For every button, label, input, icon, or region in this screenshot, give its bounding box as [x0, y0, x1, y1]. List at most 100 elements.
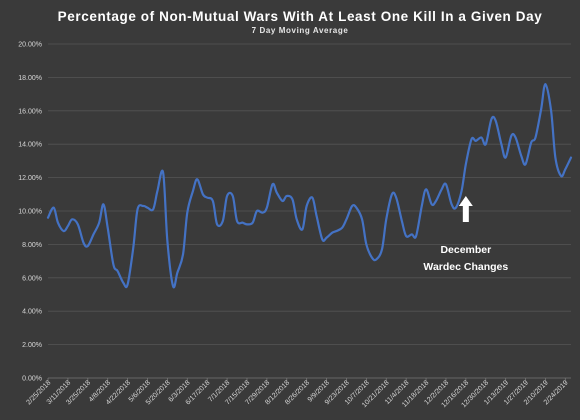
- data-point: [385, 218, 387, 220]
- data-point: [132, 247, 134, 249]
- data-point: [570, 156, 572, 159]
- data-point: [544, 83, 547, 85]
- data-point: [182, 253, 184, 256]
- data-point: [560, 175, 562, 177]
- data-point: [112, 263, 114, 266]
- series-line: [46, 82, 573, 289]
- data-point: [365, 243, 367, 245]
- data-point: [534, 136, 537, 139]
- data-point: [301, 228, 303, 230]
- annotation-line-1: December: [440, 244, 491, 256]
- y-tick-label: 20.00%: [18, 42, 42, 49]
- data-point: [505, 156, 507, 159]
- data-point: [316, 215, 318, 217]
- y-tick-label: 8.00%: [22, 242, 42, 249]
- data-point: [401, 220, 403, 222]
- data-point: [276, 192, 278, 194]
- data-point: [172, 285, 174, 287]
- data-point: [345, 218, 348, 220]
- data-point: [232, 195, 234, 197]
- y-tick-label: 6.00%: [22, 275, 42, 282]
- data-point: [331, 232, 333, 234]
- data-point: [212, 200, 214, 202]
- series-layer: [46, 82, 573, 289]
- data-point: [451, 203, 453, 205]
- data-point: [306, 205, 308, 207]
- data-point: [246, 223, 248, 225]
- data-point: [524, 163, 527, 165]
- data-point: [142, 205, 144, 207]
- data-point: [57, 222, 59, 224]
- y-axis-ticks: 0.00% 2.00% 4.00% 6.00% 8.00% 10.00% 12.00% 14.…: [18, 42, 42, 383]
- data-point: [196, 178, 198, 180]
- data-point: [82, 242, 85, 244]
- data-point: [395, 197, 397, 199]
- y-tick-label: 10.00%: [18, 209, 42, 216]
- chart-subtitle: 7 Day Moving Average: [252, 26, 349, 35]
- data-point: [271, 183, 274, 185]
- data-point: [495, 120, 497, 122]
- data-point: [411, 233, 413, 235]
- data-point: [435, 200, 437, 202]
- data-point: [102, 203, 105, 205]
- data-point: [98, 222, 100, 224]
- data-point: [321, 238, 323, 240]
- data-point: [266, 207, 268, 209]
- data-point: [355, 207, 357, 209]
- data-point: [465, 163, 467, 165]
- data-point: [262, 212, 264, 214]
- y-tick-label: 12.00%: [18, 175, 42, 182]
- data-point: [146, 207, 149, 209]
- data-point: [63, 230, 65, 232]
- data-point: [485, 143, 487, 145]
- data-point: [564, 168, 566, 170]
- data-point: [490, 118, 493, 120]
- y-tick-label: 0.00%: [22, 376, 42, 383]
- data-point: [77, 223, 79, 225]
- data-point: [87, 245, 89, 247]
- data-point: [186, 212, 188, 214]
- annotation-arrow: [458, 196, 473, 222]
- data-point: [381, 248, 383, 251]
- data-point: [252, 222, 254, 224]
- y-tick-label: 16.00%: [18, 108, 42, 115]
- data-point: [136, 208, 139, 210]
- data-point: [311, 197, 313, 199]
- data-point: [176, 272, 178, 274]
- data-point: [126, 283, 129, 286]
- data-point: [554, 156, 556, 159]
- data-point: [441, 188, 443, 190]
- data-point: [540, 108, 542, 110]
- annotation: December Wardec Changes: [423, 196, 508, 273]
- data-point: [375, 258, 377, 261]
- data-point: [415, 235, 417, 237]
- data-point: [405, 235, 407, 237]
- data-point: [351, 205, 353, 207]
- data-point: [107, 227, 109, 229]
- data-point: [475, 140, 477, 142]
- data-point: [226, 195, 228, 197]
- data-point: [236, 220, 238, 222]
- data-point: [445, 183, 447, 185]
- data-point: [455, 207, 457, 209]
- data-point: [71, 218, 73, 220]
- data-point: [53, 207, 55, 209]
- y-tick-label: 18.00%: [18, 75, 42, 82]
- data-point: [421, 205, 423, 207]
- data-point: [550, 110, 552, 112]
- chart-title: Percentage of Non-Mutual Wars With At Le…: [58, 9, 543, 24]
- data-point: [480, 136, 483, 139]
- data-point: [325, 237, 328, 239]
- x-axis-ticks: 2/25/20183/11/20183/25/20184/8/20184/22/…: [25, 378, 570, 409]
- data-point: [67, 225, 69, 227]
- data-point: [192, 190, 194, 192]
- data-point: [156, 190, 159, 192]
- data-point: [470, 138, 473, 140]
- data-point: [391, 193, 393, 195]
- y-tick-label: 2.00%: [22, 342, 42, 349]
- annotation-line-2: Wardec Changes: [423, 261, 508, 273]
- data-point: [242, 222, 244, 224]
- data-point: [431, 203, 433, 205]
